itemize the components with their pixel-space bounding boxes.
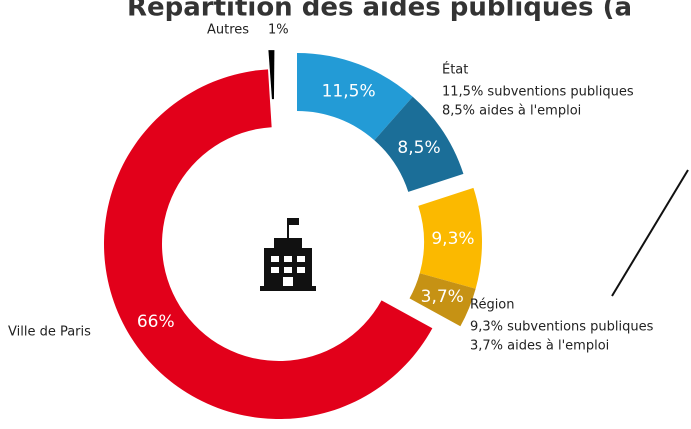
group-label: Autres <box>207 23 249 38</box>
decor-line <box>611 169 689 297</box>
building-icon <box>260 218 316 291</box>
value-label: 9,3% <box>431 229 474 249</box>
donut-segment <box>268 50 275 100</box>
group-note: 8,5% aides à l'emploi <box>442 104 581 119</box>
donut-segment <box>409 273 476 327</box>
donut-segment <box>418 187 482 289</box>
value-label: 11,5% <box>322 81 376 101</box>
donut-segment <box>374 96 464 192</box>
value-label: 3,7% <box>421 287 464 307</box>
donut-segment <box>103 69 433 420</box>
value-label: 8,5% <box>397 138 440 158</box>
donut-segment <box>297 53 413 141</box>
value-label: 66% <box>137 312 175 332</box>
group-label: État <box>442 62 468 78</box>
group-note: 11,5% subventions publiques <box>442 85 634 100</box>
value-label: 1% <box>268 23 289 38</box>
group-note: 9,3% subventions publiques <box>470 320 654 335</box>
group-label: Région <box>470 298 515 313</box>
chart-title: Répartition des aides publiques (a <box>127 0 632 23</box>
group-label: Ville de Paris <box>8 325 91 340</box>
group-note: 3,7% aides à l'emploi <box>470 339 609 354</box>
